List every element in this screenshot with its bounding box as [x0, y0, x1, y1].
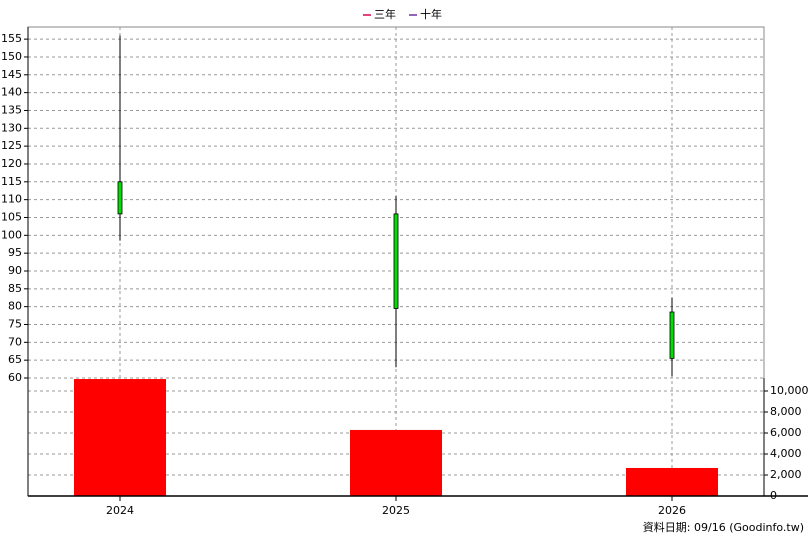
y-tick-label: 75 — [8, 317, 22, 330]
y-tick-label: 130 — [1, 121, 22, 134]
candle-body — [117, 181, 123, 215]
y-tick-label: 80 — [8, 300, 22, 313]
y-tick-label: 60 — [8, 371, 22, 384]
y2-tick-label: 4,000 — [770, 447, 802, 460]
candle-body — [393, 213, 399, 309]
legend-label: 三年 — [374, 7, 396, 21]
y-tick-label: 120 — [1, 157, 22, 170]
y-tick-label: 85 — [8, 282, 22, 295]
y-tick-label: 155 — [1, 32, 22, 45]
y-tick-label: 70 — [8, 335, 22, 348]
volume-bar — [74, 379, 166, 496]
y-tick-label: 150 — [1, 50, 22, 63]
footnote: 資料日期: 09/16 (Goodinfo.tw) — [643, 520, 804, 534]
x-tick-label: 2026 — [658, 504, 686, 517]
x-tick-label: 2025 — [382, 504, 410, 517]
y2-tick-label: 6,000 — [770, 426, 802, 439]
y-tick-label: 125 — [1, 139, 22, 152]
y-tick-label: 95 — [8, 246, 22, 259]
y2-tick-label: 2,000 — [770, 468, 802, 481]
y-tick-label: 115 — [1, 175, 22, 188]
x-tick-label: 2024 — [106, 504, 134, 517]
candle-body — [669, 311, 675, 359]
y-tick-label: 110 — [1, 193, 22, 206]
volume-bar — [626, 467, 718, 496]
y-tick-label: 140 — [1, 86, 22, 99]
y-tick-label: 65 — [8, 353, 22, 366]
y-tick-label: 135 — [1, 103, 22, 116]
legend-label: 十年 — [420, 7, 442, 21]
y-tick-label: 100 — [1, 228, 22, 241]
y-tick-label: 145 — [1, 68, 22, 81]
y2-tick-label: 8,000 — [770, 405, 802, 418]
y-tick-label: 90 — [8, 264, 22, 277]
y2-tick-label: 10,000 — [770, 384, 808, 397]
volume-bar — [350, 429, 442, 496]
y-tick-label: 105 — [1, 210, 22, 223]
